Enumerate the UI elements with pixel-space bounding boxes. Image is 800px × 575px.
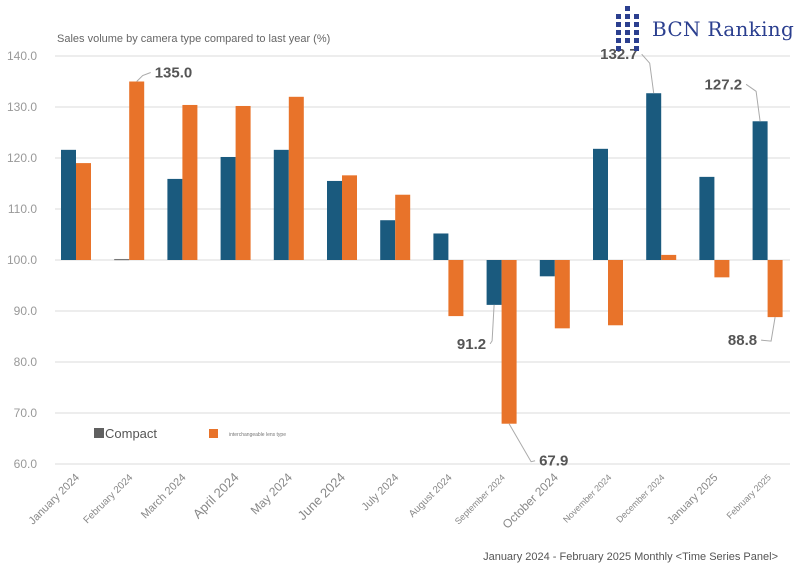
- data-label: 127.2: [705, 76, 743, 93]
- annotation-leader-line: [489, 304, 495, 345]
- bar-interchangeable-2: [182, 104, 198, 261]
- legend-swatch-interchangeable: [209, 429, 218, 438]
- x-tick-label: February 2025: [725, 472, 773, 520]
- y-tick-label: 80.0: [14, 355, 38, 369]
- data-label: 132.7: [600, 46, 638, 63]
- bar-compact-12: [699, 176, 715, 260]
- bar-compact-9: [539, 260, 555, 277]
- data-label: 67.9: [539, 453, 568, 470]
- y-tick-label: 140.0: [7, 49, 37, 63]
- bar-interchangeable-10: [608, 260, 623, 326]
- bar-compact-2: [167, 178, 183, 260]
- bar-compact-13: [752, 121, 768, 260]
- bcn-logo-text: BCN Ranking: [652, 17, 795, 41]
- bar-compact-5: [327, 180, 342, 260]
- bar-compact-8: [486, 260, 502, 305]
- bar-compact-6: [380, 220, 396, 260]
- x-tick-label: June 2024: [295, 470, 349, 524]
- x-tick-label: May 2024: [248, 470, 295, 517]
- y-tick-label: 120.0: [7, 151, 37, 165]
- annotations: 135.0 91.2 67.9 132.7 127.2 88.8: [136, 46, 776, 470]
- y-axis-ticks: 60.0 70.0 80.0 90.0 100.0 110.0 120.0 130.0 140.…: [7, 49, 37, 471]
- bcn-logo: BCN Ranking: [612, 5, 800, 55]
- x-tick-label: October 2024: [500, 470, 562, 532]
- x-tick-label: July 2024: [360, 472, 402, 514]
- bar-interchangeable-13: [767, 260, 783, 318]
- bar-compact-4: [273, 149, 289, 260]
- bar-interchangeable-8: [501, 260, 517, 424]
- y-tick-label: 90.0: [14, 304, 38, 318]
- x-tick-label: April 2024: [190, 470, 242, 522]
- y-tick-label: 60.0: [14, 457, 38, 471]
- data-label: 88.8: [728, 332, 757, 349]
- x-tick-label: December 2024: [614, 472, 666, 524]
- x-tick-label: January 2024: [26, 472, 82, 528]
- bar-compact-3: [220, 156, 236, 260]
- legend-label-interchangeable: interchangeable lens type: [229, 432, 286, 438]
- gridlines: [55, 55, 790, 465]
- bar-interchangeable-3: [235, 105, 251, 260]
- y-tick-label: 100.0: [7, 253, 37, 267]
- x-tick-label: February 2024: [82, 472, 136, 526]
- bar-compact-11: [646, 93, 662, 260]
- chart-title: Sales volume by camera type compared to …: [57, 33, 330, 45]
- bar-interchangeable-7: [448, 260, 464, 317]
- bar-interchangeable-9: [554, 260, 570, 329]
- y-tick-label: 70.0: [14, 406, 38, 420]
- data-label: 91.2: [457, 336, 486, 353]
- bar-compact-7: [433, 233, 449, 260]
- bar-interchangeable-4: [288, 96, 304, 260]
- bar-interchangeable-5: [342, 175, 357, 260]
- bar-interchangeable-0: [76, 163, 91, 260]
- bar-interchangeable-1: [129, 81, 145, 260]
- bar-compact-0: [61, 149, 76, 260]
- bar-interchangeable-12: [714, 260, 730, 278]
- annotation-leader-line: [508, 423, 536, 463]
- bars: [61, 81, 783, 424]
- x-tick-label: January 2025: [665, 472, 721, 528]
- bcn-logo-icon: [616, 6, 639, 51]
- x-tick-label: November 2024: [561, 472, 613, 524]
- x-axis-ticks: January 2024 February 2024 March 2024 April…: [26, 470, 773, 532]
- bar-compact-10: [593, 148, 608, 260]
- bar-interchangeable-6: [395, 194, 411, 260]
- y-tick-label: 130.0: [7, 100, 37, 114]
- bar-interchangeable-11: [661, 254, 677, 260]
- y-tick-label: 110.0: [8, 202, 37, 216]
- annotation-leader-line: [136, 72, 151, 82]
- bar-compact-1: [114, 258, 130, 261]
- legend-swatch-compact: [94, 428, 104, 438]
- legend: Compact interchangeable lens type: [94, 426, 286, 441]
- chart-footer-note: January 2024 - February 2025 Monthly <Ti…: [483, 551, 778, 563]
- x-tick-label: August 2024: [407, 472, 455, 520]
- x-tick-label: March 2024: [139, 472, 189, 522]
- legend-label-compact: Compact: [105, 426, 157, 441]
- data-label: 135.0: [155, 65, 193, 82]
- x-tick-label: September 2024: [453, 472, 507, 526]
- annotation-leader-line: [745, 83, 761, 122]
- annotation-leader-line: [761, 317, 776, 342]
- annotation-leader-line: [641, 53, 655, 94]
